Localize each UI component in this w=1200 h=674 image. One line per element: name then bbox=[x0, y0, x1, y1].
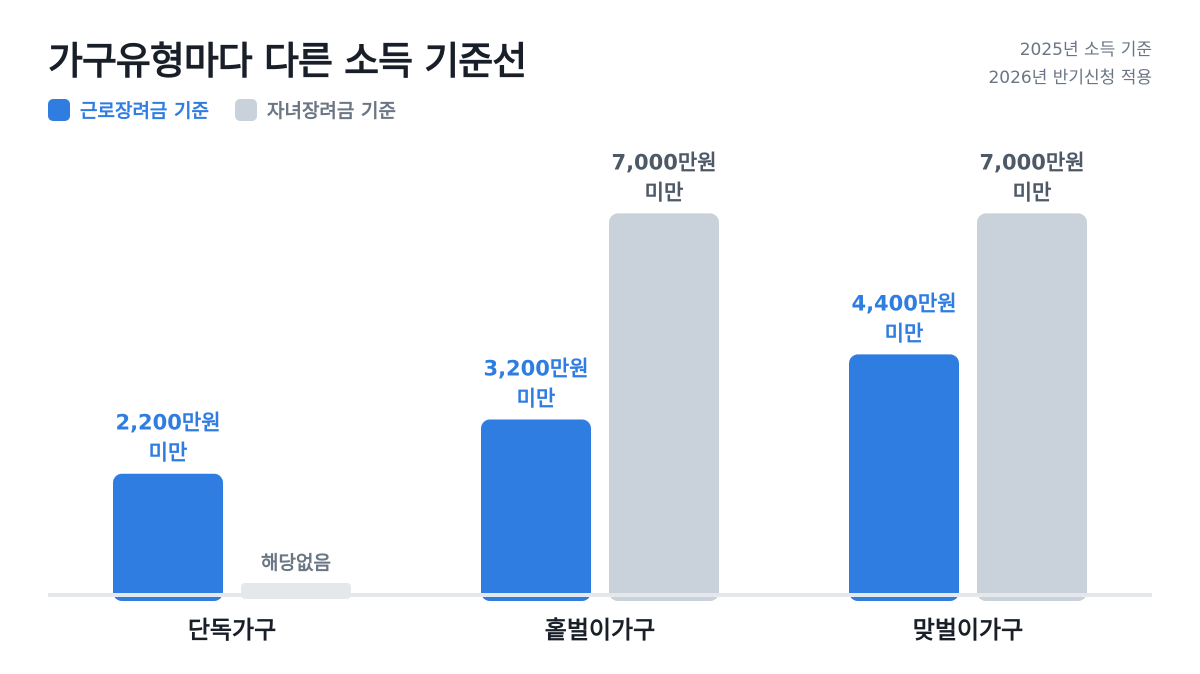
bar-child-1 bbox=[609, 213, 719, 601]
legend-swatch-earned bbox=[48, 98, 70, 121]
category-label-2: 맞벌이가구 bbox=[913, 616, 1023, 644]
legend-item-earned: 근로장려금 기준 bbox=[48, 96, 209, 123]
data-label-child-1-1: 미만 bbox=[645, 180, 684, 204]
legend-label-earned: 근로장려금 기준 bbox=[80, 100, 209, 122]
basis-note-line-1: 2025년 소득 기준 bbox=[1019, 40, 1152, 60]
bar-earned-1 bbox=[481, 419, 591, 601]
data-label-child-2-1: 미만 bbox=[1013, 180, 1052, 204]
data-label-earned-0-0: 2,200만원 bbox=[115, 411, 220, 435]
data-label-earned-1-1: 미만 bbox=[517, 386, 556, 410]
chart-title: 가구유형마다 다른 소득 기준선 bbox=[48, 39, 527, 83]
x-axis-baseline bbox=[48, 593, 1152, 597]
data-label-earned-2-1: 미만 bbox=[885, 321, 924, 345]
category-label-0: 단독가구 bbox=[188, 616, 276, 644]
basis-note: 2025년 소득 기준 2026년 반기신청 적용 bbox=[988, 36, 1152, 92]
legend-item-child: 자녀장려금 기준 bbox=[234, 96, 396, 123]
bar-earned-2 bbox=[849, 354, 959, 601]
data-label-earned-1-0: 3,200만원 bbox=[483, 356, 588, 380]
category-label-1: 홑벌이가구 bbox=[545, 616, 655, 644]
legend: 근로장려금 기준 자녀장려금 기준 bbox=[48, 96, 422, 123]
data-label-earned-0-1: 미만 bbox=[149, 441, 188, 465]
data-label-child-2-0: 7,000만원 bbox=[979, 150, 1084, 174]
legend-label-child: 자녀장려금 기준 bbox=[266, 100, 396, 122]
legend-swatch-child bbox=[234, 98, 257, 121]
basis-note-line-2: 2026년 반기신청 적용 bbox=[988, 68, 1152, 88]
data-label-child-0-0: 해당없음 bbox=[261, 552, 331, 574]
bar-child-2 bbox=[977, 213, 1087, 601]
data-label-earned-2-0: 4,400만원 bbox=[851, 291, 956, 315]
bar-earned-0 bbox=[113, 473, 223, 601]
data-label-child-1-0: 7,000만원 bbox=[611, 150, 716, 174]
